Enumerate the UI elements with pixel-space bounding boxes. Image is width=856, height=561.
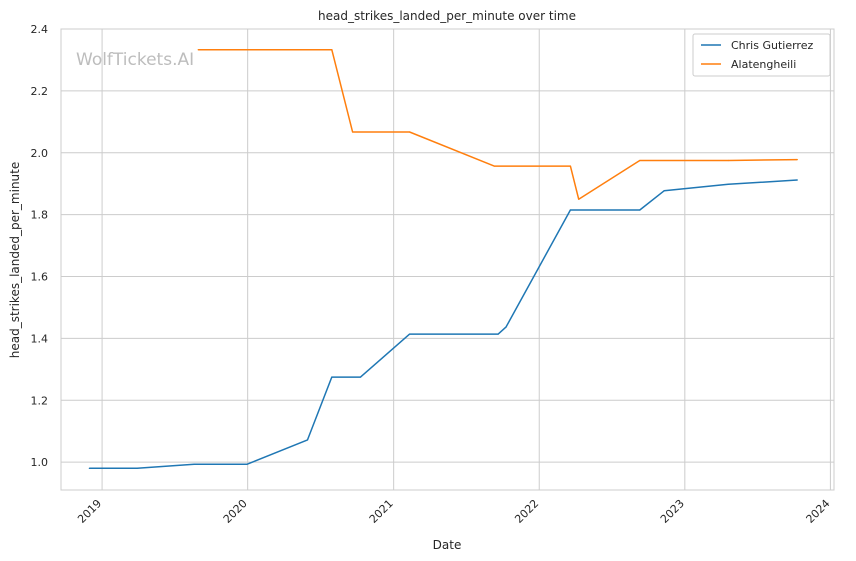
data-point-chris-gutierrez [505,326,507,328]
data-point-chris-gutierrez [639,209,641,211]
data-point-chris-gutierrez [497,333,499,335]
data-point-chris-gutierrez [796,179,798,181]
watermark-text: WolfTickets.AI [76,50,194,70]
y-axis-ticks: 1.0 1.2 1.4 1.6 1.8 2.0 2.2 2.4 [31,23,49,469]
y-tick-label: 1.0 [31,456,49,469]
series-line-alatengheili [198,48,798,200]
y-tick-label: 1.8 [31,209,49,222]
x-axis-title: Date [433,538,462,552]
data-point-alatengheili [409,131,411,133]
plot-area-frame [60,28,835,491]
data-point-alatengheili [796,158,798,161]
data-point-alatengheili [569,165,571,167]
x-tick-label: 2019 [75,497,104,526]
data-point-alatengheili [727,159,729,162]
data-point-alatengheili [639,159,641,162]
data-point-chris-gutierrez [136,467,138,469]
data-point-chris-gutierrez [727,183,729,185]
y-tick-label: 1.4 [31,332,49,345]
data-point-chris-gutierrez [663,190,665,192]
data-point-alatengheili [493,165,495,167]
grid-lines [61,28,834,490]
y-axis-title: head_strikes_landed_per_minute [8,162,22,359]
series-line-chris-gutierrez [89,179,798,470]
data-point-chris-gutierrez [306,439,309,441]
data-point-chris-gutierrez [569,209,571,211]
legend: Chris Gutierrez Alatengheili [692,33,831,77]
data-point-alatengheili [578,198,580,200]
data-point-alatengheili [197,49,199,51]
y-tick-label: 2.0 [31,147,49,160]
x-axis-ticks: 2019 2020 2021 2022 2023 2024 [75,497,832,526]
x-tick-label: 2021 [367,497,396,526]
x-tick-label: 2024 [804,497,833,526]
x-tick-label: 2022 [512,497,541,526]
data-point-chris-gutierrez [359,376,362,378]
series-lines [88,48,798,470]
data-point-chris-gutierrez [246,463,248,465]
x-tick-label: 2023 [658,497,687,526]
data-point-chris-gutierrez [88,467,90,469]
data-point-alatengheili [331,49,333,51]
x-tick-label: 2020 [221,497,250,526]
y-tick-label: 1.2 [31,394,49,407]
chart-title: head_strikes_landed_per_minute over time [318,9,576,23]
data-point-alatengheili [351,131,354,133]
data-point-chris-gutierrez [193,463,195,465]
legend-label-alatengheili: Alatengheili [731,58,796,71]
legend-label-chris-gutierrez: Chris Gutierrez [731,39,813,52]
legend-box [692,33,831,77]
y-tick-label: 2.2 [31,85,49,98]
y-tick-label: 2.4 [31,23,49,36]
y-tick-label: 1.6 [31,271,49,284]
data-point-chris-gutierrez [409,333,411,335]
data-point-chris-gutierrez [331,376,333,378]
